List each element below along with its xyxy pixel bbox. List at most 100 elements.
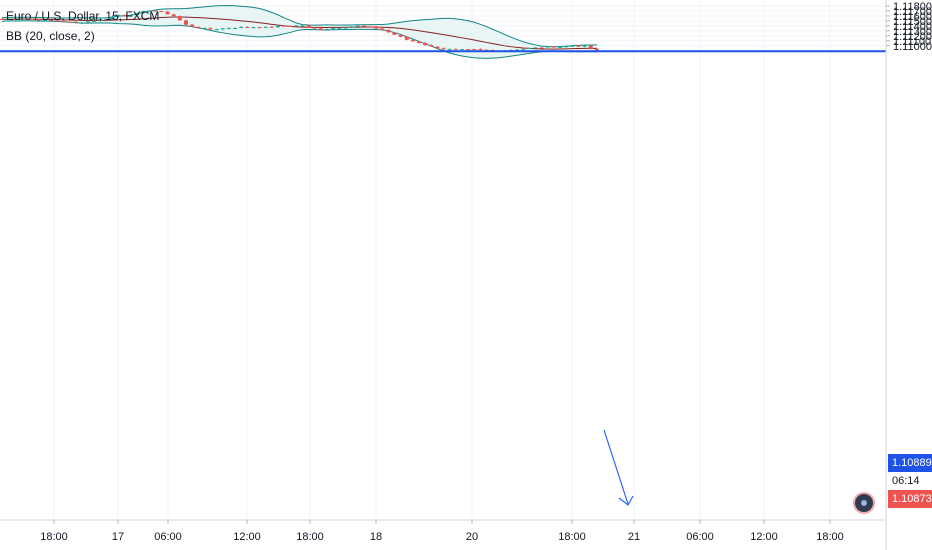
candle bbox=[165, 11, 170, 15]
candle-body bbox=[233, 27, 238, 29]
candle-body bbox=[214, 29, 219, 31]
x-tick-label: 18:00 bbox=[558, 531, 586, 543]
candle bbox=[208, 27, 213, 30]
candle-body bbox=[367, 26, 372, 28]
candle bbox=[153, 10, 158, 12]
candle-body bbox=[478, 49, 483, 51]
candle-body bbox=[337, 27, 342, 29]
candle bbox=[159, 10, 164, 13]
candle bbox=[441, 47, 446, 51]
candle bbox=[30, 18, 35, 20]
candle-body bbox=[545, 46, 550, 48]
candle-body bbox=[269, 26, 274, 28]
candle-body bbox=[220, 28, 225, 30]
candle bbox=[349, 25, 354, 29]
chart-legend: Euro / U.S. Dollar, 15, FXCM BB (20, clo… bbox=[6, 6, 159, 46]
candle bbox=[275, 25, 280, 28]
candle-body bbox=[183, 20, 188, 25]
candle-body bbox=[239, 26, 244, 28]
candle bbox=[404, 36, 409, 41]
candle-body bbox=[177, 16, 182, 21]
candle bbox=[233, 27, 238, 29]
candle-body bbox=[582, 45, 587, 47]
candle-body bbox=[257, 27, 262, 29]
candle bbox=[539, 47, 544, 49]
candle-body bbox=[153, 10, 158, 12]
x-tick-label: 18:00 bbox=[816, 531, 844, 543]
candle-body bbox=[190, 24, 195, 27]
candle-body bbox=[325, 28, 330, 30]
price-axis[interactable]: 1.118001.117001.116001.115001.114001.113… bbox=[885, 0, 932, 550]
tradingview-logo-icon[interactable] bbox=[853, 492, 875, 514]
candle-body bbox=[165, 11, 170, 15]
candle bbox=[85, 21, 90, 23]
candle-body bbox=[0, 18, 4, 20]
candle-body bbox=[355, 25, 360, 27]
candle-body bbox=[435, 46, 440, 49]
indicator-title[interactable]: BB (20, close, 2) bbox=[6, 29, 95, 43]
candle bbox=[380, 28, 385, 31]
candle bbox=[269, 26, 274, 28]
candle-body bbox=[208, 28, 213, 30]
candle bbox=[551, 46, 556, 48]
candle-body bbox=[564, 46, 569, 48]
candle-body bbox=[79, 22, 84, 24]
candle-body bbox=[98, 19, 103, 21]
candle-body bbox=[484, 49, 489, 51]
candle bbox=[49, 19, 54, 21]
candle-body bbox=[570, 45, 575, 47]
candle bbox=[367, 25, 372, 28]
candle bbox=[18, 18, 23, 20]
candle bbox=[533, 47, 538, 49]
candle-body bbox=[594, 48, 599, 51]
candle bbox=[79, 22, 84, 24]
candle-body bbox=[171, 14, 176, 17]
candle-body bbox=[294, 25, 299, 27]
candle bbox=[116, 14, 121, 18]
candle bbox=[171, 13, 176, 17]
candle-body bbox=[245, 26, 250, 28]
overlay bbox=[0, 50, 886, 506]
candle-body bbox=[392, 32, 397, 35]
candle bbox=[398, 34, 403, 38]
countdown-tag: 06:14 bbox=[888, 472, 932, 490]
y-tick-label: 1.11700 bbox=[893, 6, 932, 18]
y-tick-label: 1.11800 bbox=[893, 1, 932, 13]
candle bbox=[42, 19, 47, 21]
candle bbox=[588, 45, 593, 50]
candle bbox=[128, 15, 133, 17]
candle bbox=[447, 48, 452, 51]
candle bbox=[55, 19, 60, 22]
time-axis[interactable]: 18:00 17 06:00 12:00 18:00 18 20 18:00 21 06:00 12… bbox=[0, 519, 886, 543]
candle-body bbox=[429, 45, 434, 47]
candle bbox=[24, 18, 29, 20]
candle-body bbox=[300, 25, 305, 27]
candle bbox=[294, 25, 299, 27]
candle-body bbox=[404, 36, 409, 40]
candle-body bbox=[128, 15, 133, 17]
current-price-tag: 1.10889 bbox=[888, 454, 932, 472]
x-tick-label: 21 bbox=[628, 531, 640, 543]
candle bbox=[521, 48, 526, 50]
candle bbox=[91, 20, 96, 22]
candle bbox=[325, 28, 330, 31]
candle bbox=[282, 25, 287, 27]
candle bbox=[582, 45, 587, 48]
candle bbox=[392, 32, 397, 35]
x-tick-label: 17 bbox=[112, 531, 124, 543]
candle-body bbox=[110, 16, 115, 20]
projection-arrow[interactable] bbox=[603, 429, 629, 505]
y-tick-label: 1.11100 bbox=[893, 36, 931, 48]
candle bbox=[61, 20, 66, 23]
candle bbox=[177, 15, 182, 21]
candle-body bbox=[521, 48, 526, 50]
candle-body bbox=[539, 47, 544, 49]
candle bbox=[245, 26, 250, 28]
candle bbox=[355, 25, 360, 27]
candle-body bbox=[12, 19, 17, 21]
low-price-tag: 1.10873 bbox=[888, 490, 932, 508]
candle bbox=[73, 21, 78, 24]
symbol-title[interactable]: Euro / U.S. Dollar, 15, FXCM bbox=[6, 9, 160, 23]
candle bbox=[67, 21, 72, 23]
